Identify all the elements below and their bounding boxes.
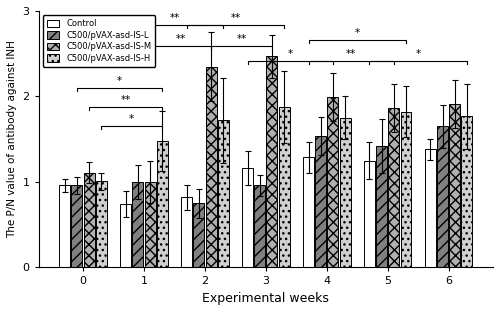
Text: **: ** (236, 34, 246, 44)
Bar (194, 203, 204, 267)
Bar (315, 136, 326, 267)
Text: *: * (288, 49, 293, 59)
Bar (157, 141, 168, 267)
X-axis label: Experimental weeks: Experimental weeks (202, 292, 330, 305)
Bar (278, 107, 289, 267)
Bar (181, 197, 192, 267)
Bar (388, 108, 400, 267)
Legend: Control, C500/pVAX-asd-IS-L, C500/pVAX-asd-IS-M, C500/pVAX-asd-IS-H: Control, C500/pVAX-asd-IS-L, C500/pVAX-a… (43, 15, 156, 67)
Bar (72, 185, 83, 267)
Text: **: ** (170, 13, 179, 23)
Bar (266, 56, 278, 267)
Bar (96, 181, 107, 267)
Bar (60, 185, 70, 267)
Text: *: * (416, 49, 420, 59)
Text: **: ** (120, 95, 131, 105)
Bar (340, 118, 350, 267)
Bar (425, 149, 436, 267)
Text: **: ** (346, 49, 356, 59)
Text: *: * (129, 114, 134, 124)
Y-axis label: The P/N value of antibody against INH: The P/N value of antibody against INH (7, 40, 17, 238)
Bar (462, 116, 472, 267)
Text: **: ** (230, 13, 240, 23)
Text: *: * (354, 28, 360, 38)
Bar (449, 104, 460, 267)
Bar (303, 157, 314, 267)
Bar (218, 120, 228, 267)
Bar (437, 126, 448, 267)
Bar (242, 168, 253, 267)
Bar (144, 182, 156, 267)
Text: **: ** (176, 34, 186, 44)
Bar (400, 112, 411, 267)
Bar (254, 185, 265, 267)
Bar (84, 173, 94, 267)
Bar (328, 97, 338, 267)
Bar (120, 204, 131, 267)
Bar (376, 146, 387, 267)
Bar (132, 182, 143, 267)
Text: *: * (117, 76, 122, 86)
Bar (206, 66, 216, 267)
Bar (364, 161, 375, 267)
